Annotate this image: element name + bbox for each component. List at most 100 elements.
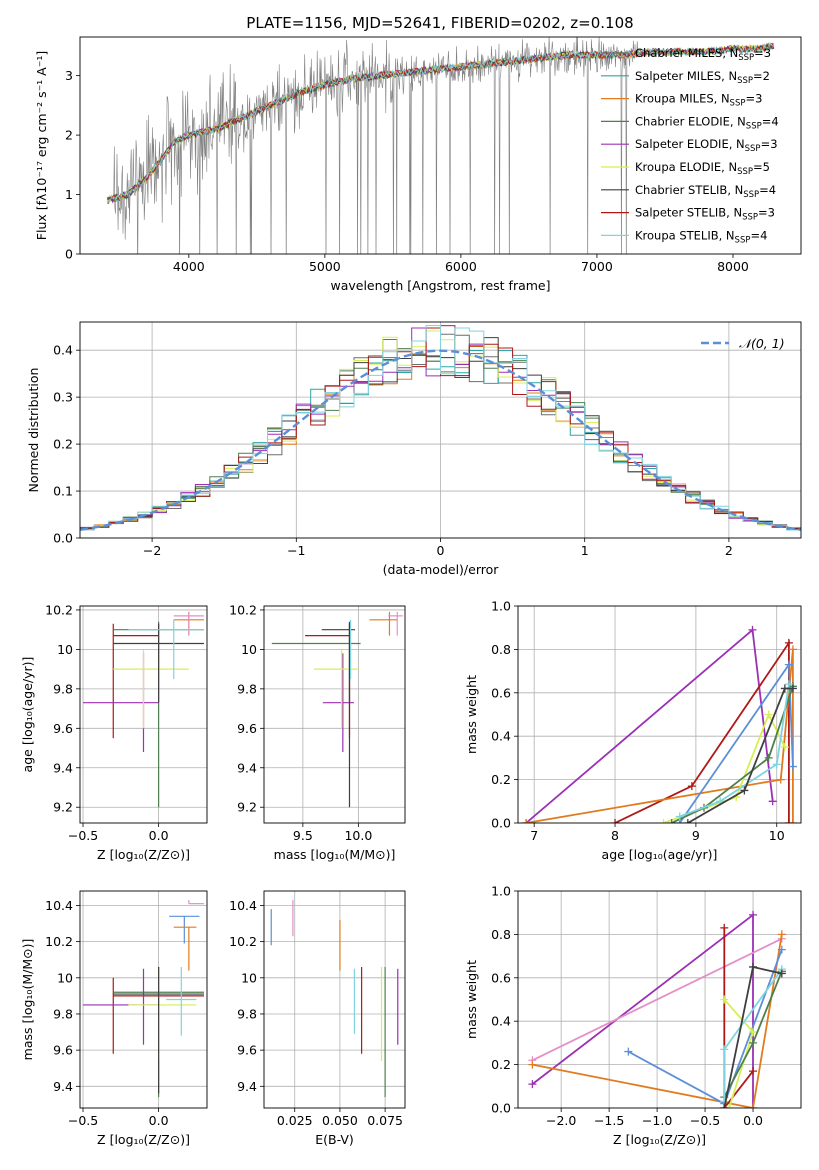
y-tick-label: 9.4	[237, 1079, 257, 1094]
x-tick-label: 4000	[173, 259, 205, 274]
weight-marker	[720, 923, 729, 932]
y-tick-label: 1	[65, 187, 73, 202]
x-tick-label: 8000	[717, 259, 749, 274]
weight-marker	[725, 1104, 734, 1108]
y-tick-label: 9.8	[237, 1006, 257, 1021]
weight-marker	[788, 762, 797, 771]
y-tick-label: 9.6	[237, 1043, 257, 1058]
weight-line	[723, 927, 754, 1108]
weight-line	[679, 683, 790, 818]
y-tick-label: 10	[241, 642, 257, 657]
y-tick-label: 0.0	[53, 531, 73, 546]
weight-marker	[528, 1060, 537, 1069]
weight-marker	[667, 819, 676, 823]
x-tick-label: 7	[530, 828, 538, 843]
weight-marker	[749, 1038, 758, 1047]
x-tick-label: 0.0	[149, 1113, 169, 1128]
y-axis-label: mass weight	[464, 675, 479, 754]
x-tick-label: −2	[143, 543, 161, 558]
weight-line	[663, 712, 786, 823]
weight-marker	[720, 995, 729, 1004]
weight-marker	[780, 743, 789, 752]
chart-weight_vs_age: 7 8 9 10 0.0 0.2 0.4 0.6 0.8 1.0 age [log₁₀(age/yr…	[464, 599, 802, 862]
plot-area	[518, 606, 801, 823]
y-tick-label: 10	[57, 642, 73, 657]
x-tick-label: 10	[769, 828, 785, 843]
y-tick-label: 0.2	[53, 437, 73, 452]
weight-marker	[764, 753, 773, 762]
y-axis-label: age [log₁₀(age/yr)]	[20, 657, 35, 773]
y-tick-label: 0	[65, 247, 73, 262]
y-tick-label: 10	[57, 970, 73, 985]
x-tick-label: 1	[581, 543, 589, 558]
x-tick-label: 9	[692, 828, 700, 843]
weight-marker	[749, 962, 758, 971]
weight-line	[687, 687, 793, 823]
y-tick-label: 0.6	[491, 685, 511, 700]
y-tick-label: 10.2	[229, 602, 257, 617]
y-axis-label: Normed distribution	[26, 368, 41, 493]
x-tick-label: 0	[437, 543, 445, 558]
y-tick-label: 9.8	[237, 681, 257, 696]
legend-label: Salpeter ELODIE, NSSP=3	[635, 137, 778, 154]
gaussian-curve	[80, 349, 801, 531]
x-tick-label: 0.025	[277, 1113, 313, 1128]
chart-mass_vs_ebv: 0.025 0.050 0.075 9.4 9.6 9.8 10 10.2 10.4 E(B-V)	[229, 890, 406, 1147]
weight-marker	[683, 819, 692, 823]
plot-area	[106, 37, 775, 254]
y-tick-label: 10.2	[45, 934, 73, 949]
y-tick-label: 9.2	[53, 800, 73, 815]
y-tick-label: 9.6	[53, 721, 73, 736]
weight-marker	[675, 812, 684, 821]
y-tick-label: 0.8	[491, 927, 511, 942]
y-tick-label: 9.4	[53, 760, 73, 775]
x-tick-label: −0.5	[690, 1113, 720, 1128]
chart-residuals: −2 −1 0 1 2 0.0 0.1 0.2 0.3 0.4 (data-model)/error…	[26, 321, 802, 577]
weight-marker	[777, 945, 786, 954]
weight-marker	[788, 645, 797, 654]
y-tick-label: 9.6	[53, 1043, 73, 1058]
y-tick-label: 0.0	[491, 816, 511, 831]
plot-area	[264, 606, 405, 823]
axes-frame	[79, 605, 208, 824]
weight-marker	[749, 1067, 758, 1076]
weight-marker	[780, 684, 789, 693]
x-tick-label: −1.5	[594, 1113, 624, 1128]
weight-marker	[611, 819, 620, 823]
weight-marker	[528, 1080, 537, 1089]
y-tick-label: 0.2	[491, 772, 511, 787]
y-tick-label: 0.4	[491, 729, 511, 744]
legend-label: Chabrier ELODIE, NSSP=4	[635, 114, 779, 131]
x-tick-label: 7000	[581, 259, 613, 274]
y-tick-label: 10.2	[45, 602, 73, 617]
weight-marker	[522, 819, 531, 823]
y-tick-label: 0.2	[491, 1057, 511, 1072]
y-tick-label: 3	[65, 68, 73, 83]
y-axis-label: mass weight	[464, 960, 479, 1039]
x-tick-label: 9.5	[293, 828, 313, 843]
x-tick-label: 8	[611, 828, 619, 843]
weight-marker	[772, 760, 781, 769]
x-axis-label: Z [log₁₀(Z/Z⊙)]	[97, 847, 190, 862]
weight-marker	[720, 1104, 729, 1108]
x-axis-label: E(B-V)	[315, 1132, 354, 1147]
weight-marker	[788, 819, 797, 823]
weight-line	[671, 686, 794, 823]
y-tick-label: 9.8	[53, 681, 73, 696]
legend-label: 𝒩(0, 1)	[739, 336, 785, 351]
y-tick-label: 0.8	[491, 642, 511, 657]
weight-marker	[776, 775, 785, 784]
y-tick-label: 1.0	[491, 599, 511, 614]
weight-marker	[749, 910, 758, 919]
x-tick-label: 0.0	[149, 828, 169, 843]
x-tick-label: −0.5	[68, 1113, 98, 1128]
spectrum-model-line	[106, 42, 775, 202]
weight-marker	[768, 797, 777, 806]
y-tick-label: 9.8	[53, 1006, 73, 1021]
plot-area	[80, 891, 207, 1108]
weight-line	[525, 649, 794, 823]
weight-marker	[784, 680, 793, 689]
y-tick-label: 0.6	[491, 970, 511, 985]
weight-marker	[784, 638, 793, 647]
